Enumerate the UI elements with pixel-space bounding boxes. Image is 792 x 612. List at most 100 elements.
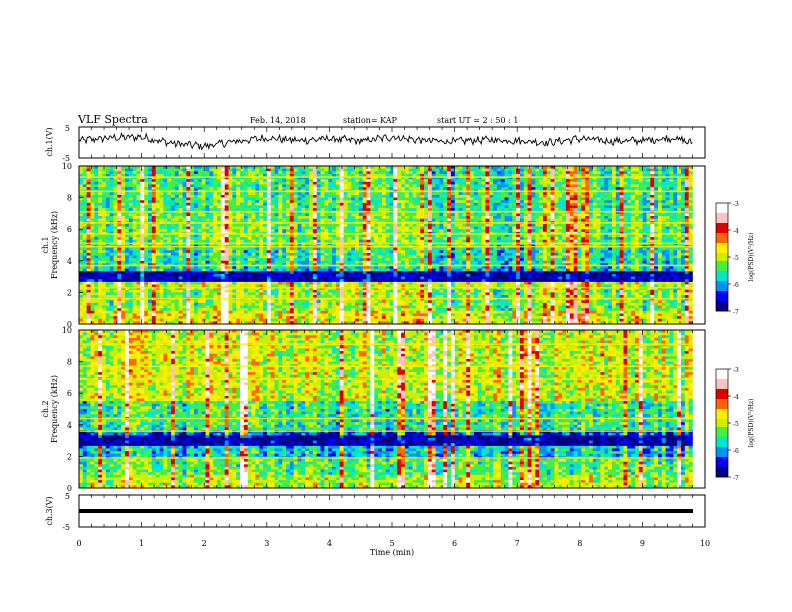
- ch1-spectrogram-cell: [182, 218, 187, 222]
- ch1-spectrogram-cell: [650, 197, 655, 201]
- ch1-spectrogram-cell: [270, 202, 275, 206]
- ch1-spectrogram-cell: [489, 208, 494, 212]
- ch1-spectrogram-cell: [485, 239, 490, 243]
- ch1-spectrogram-cell: [562, 226, 567, 230]
- ch1-spectrogram-cell: [102, 202, 107, 206]
- ch1-spectrogram-cell: [554, 197, 559, 201]
- ch1-spectrogram-cell: [205, 187, 210, 190]
- ch1-spectrogram-cell: [316, 234, 321, 238]
- ch1-spectrogram-cell: [611, 237, 617, 241]
- ch1-spectrogram-cell: [623, 239, 628, 243]
- ch1-spectrogram-cell: [439, 197, 444, 201]
- ch1-spectrogram-cell: [343, 202, 348, 206]
- ch1-spectrogram-cell: [665, 229, 670, 233]
- ch1-spectrogram-cell: [600, 226, 605, 230]
- ch1-spectrogram-cell: [600, 192, 605, 196]
- ch1-spectrogram-cell: [109, 173, 114, 177]
- ch1-spectrogram-cell: [562, 184, 567, 188]
- ch1-spectrogram-cell: [688, 173, 693, 177]
- ch1-spectrogram-cell: [631, 197, 636, 201]
- ch1-spectrogram-cell: [665, 226, 670, 230]
- ch1-spectrogram-cell: [209, 218, 214, 222]
- ch1-spectrogram-cell: [332, 173, 337, 177]
- ch1-spectrogram-cell: [439, 237, 444, 241]
- ch1-spectrogram-cell: [519, 208, 525, 212]
- ch1-spectrogram-cell: [431, 173, 436, 177]
- ch1-spectrogram-cell: [362, 223, 367, 227]
- ch1-spectrogram-cell: [259, 197, 264, 201]
- ch1-spectrogram-cell: [117, 192, 122, 196]
- ch1-spectrogram-cell: [424, 187, 429, 190]
- ch1-spectrogram-cell: [404, 171, 410, 175]
- ch1-spectrogram-cell: [623, 194, 628, 198]
- ch1-spectrogram-cell: [450, 171, 456, 175]
- ch1-spectrogram-cell: [213, 223, 218, 227]
- ch1-spectrogram-cell: [278, 184, 283, 188]
- ch1-spectrogram-cell: [412, 168, 417, 172]
- ch1-spectrogram-cell: [512, 216, 517, 219]
- ch1-spectrogram-cell: [339, 237, 344, 241]
- ch1-spectrogram-cell: [535, 237, 540, 241]
- ch1-spectrogram-cell: [416, 187, 421, 190]
- ch1-spectrogram-cell: [458, 179, 463, 183]
- ch1-spectrogram-cell: [293, 226, 298, 230]
- ch1-spectrogram-cell: [581, 216, 586, 219]
- ch1-spectrogram-cell: [151, 213, 156, 217]
- ch1-spectrogram-cell: [362, 171, 367, 175]
- ch1-spectrogram-cell: [638, 200, 643, 204]
- ch1-spectrogram-cell: [228, 234, 233, 238]
- ch1-spectrogram-cell: [634, 208, 640, 212]
- ch1-spectrogram-cell: [481, 184, 486, 188]
- ch1-spectrogram-cell: [236, 187, 241, 190]
- ch1-spectrogram-cell: [343, 171, 348, 175]
- ch1-spectrogram-cell: [554, 168, 559, 172]
- ch1-spectrogram-cell: [470, 237, 475, 241]
- ch1-spectrogram-cell: [362, 234, 367, 238]
- ch1-spectrogram-cell: [213, 197, 218, 201]
- ch1-spectrogram-cell: [217, 223, 222, 227]
- ch1-spectrogram-cell: [381, 181, 387, 185]
- ch1-spectrogram-cell: [565, 168, 571, 172]
- ch1-spectrogram-cell: [151, 229, 156, 233]
- ch1-spectrogram-cell: [554, 202, 559, 206]
- ch1-spectrogram-cell: [485, 166, 490, 169]
- ch1-spectrogram-cell: [577, 239, 582, 243]
- ch1-spectrogram-cell: [508, 202, 513, 206]
- ch1-spectrogram-cell: [259, 213, 264, 217]
- ch1-spectrogram-cell: [657, 237, 663, 241]
- ch1-spectrogram-cell: [401, 166, 406, 169]
- ch1-spectrogram-cell: [320, 234, 325, 238]
- ch1-spectrogram-cell: [397, 176, 402, 180]
- ch1-spectrogram-cell: [82, 237, 87, 241]
- ch1-spectrogram-cell: [98, 197, 103, 201]
- ch1-spectrogram-cell: [339, 173, 344, 177]
- ch1-spectrogram-cell: [171, 194, 176, 198]
- ch1-spectrogram-cell: [673, 223, 678, 227]
- ch1-spectrogram-cell: [194, 216, 199, 219]
- ch1-spectrogram-cell: [236, 197, 241, 201]
- ch1-spectrogram-cell: [86, 197, 91, 201]
- ch1-spectrogram-cell: [623, 166, 628, 169]
- ch1-spectrogram-cell: [286, 237, 291, 241]
- ch1-spectrogram-cell: [351, 166, 356, 169]
- ch1-spectrogram-cell: [339, 187, 344, 190]
- ch1-spectrogram-cell: [562, 213, 567, 217]
- ch1-spectrogram-cell: [243, 200, 248, 204]
- ch1-spectrogram-cell: [155, 173, 160, 177]
- ch1-spectrogram-cell: [128, 168, 133, 172]
- ch1-spectrogram-cell: [588, 218, 594, 222]
- ch1-spectrogram-cell: [205, 218, 210, 222]
- ch1-spectrogram-cell: [481, 181, 486, 185]
- ch1-spectrogram-cell: [370, 208, 375, 212]
- ch1-spectrogram-cell: [125, 171, 130, 175]
- ch1-spectrogram-cell: [550, 194, 555, 198]
- ch1-spectrogram-cell: [512, 234, 517, 238]
- ch1-spectrogram-cell: [634, 202, 640, 206]
- ch1-spectrogram-cell: [102, 187, 107, 190]
- ch1-spectrogram-cell: [688, 237, 693, 241]
- ch1-spectrogram-cell: [378, 179, 383, 183]
- ch1-spectrogram-cell: [581, 226, 586, 230]
- ch1-spectrogram-cell: [454, 205, 459, 209]
- ch1-spectrogram-cell: [190, 223, 195, 227]
- ch1-spectrogram-cell: [431, 179, 436, 183]
